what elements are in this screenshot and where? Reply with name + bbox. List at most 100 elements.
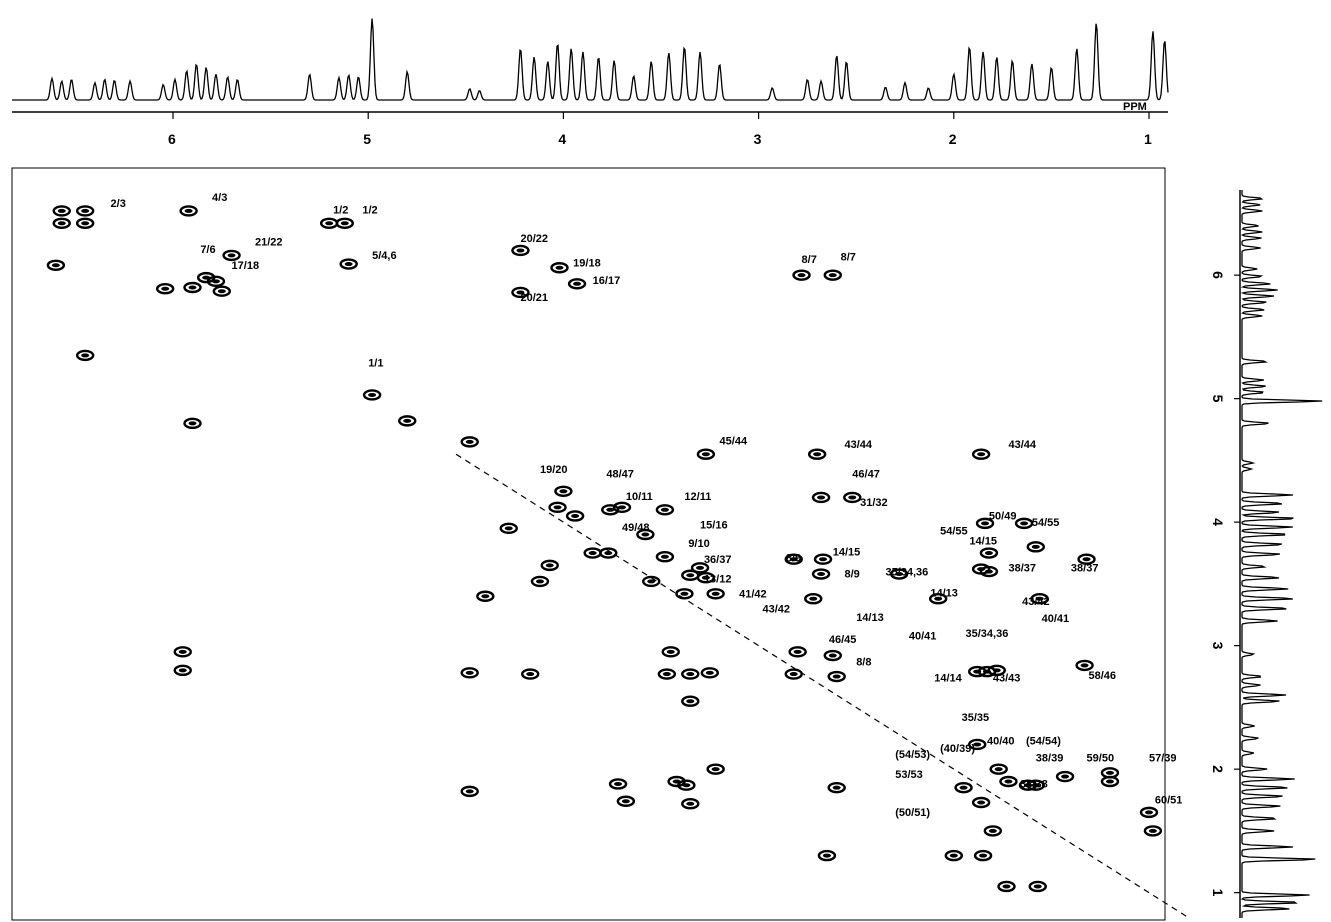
cross-peak <box>554 485 573 497</box>
peak-label: 21/22 <box>255 237 283 249</box>
cross-peak <box>75 217 95 229</box>
ppm-unit-label: PPM <box>1123 101 1147 113</box>
peak-label: 20/21 <box>520 292 548 304</box>
cross-peak <box>971 796 991 809</box>
cross-peak <box>989 763 1008 775</box>
cross-peak <box>690 562 710 574</box>
peak-label: (50/51) <box>895 807 930 819</box>
cross-peak <box>339 258 358 270</box>
cross-peak <box>827 781 846 794</box>
peak-label: 1/2 <box>333 204 348 216</box>
peak-label: 14/14 <box>934 672 962 684</box>
right-projection-trace <box>1240 190 1323 918</box>
cross-peak <box>612 501 632 514</box>
peak-label: 36/37 <box>704 554 732 566</box>
cross-peak <box>75 349 95 362</box>
cross-peak <box>46 259 66 271</box>
peak-label: 19/18 <box>573 258 601 270</box>
top-projection-trace <box>12 18 1169 101</box>
cross-peak <box>657 668 677 680</box>
cross-peak <box>954 781 973 794</box>
top-tick-label-6: 6 <box>168 131 176 147</box>
cross-peak <box>1143 825 1163 837</box>
cross-peak <box>476 590 495 602</box>
cross-peak <box>973 849 993 862</box>
cross-peak <box>565 510 585 522</box>
peak-label: 38/37 <box>1071 563 1099 575</box>
cross-peak <box>661 646 680 658</box>
cross-peak <box>183 417 202 430</box>
cross-peak <box>843 491 862 504</box>
cross-peak <box>599 547 618 559</box>
right-tick-label-4: 4 <box>1210 518 1226 526</box>
cross-peak <box>817 849 837 862</box>
cross-peak <box>460 436 479 448</box>
cross-peak <box>944 849 963 862</box>
cross-peak <box>179 205 198 217</box>
peak-label: 57/39 <box>1149 753 1177 765</box>
top-projection-spectrum: 6 5 4 3 2 1 PPM <box>12 18 1169 147</box>
cross-peak <box>681 798 700 810</box>
cross-peak <box>319 217 339 229</box>
right-tick-label-2: 2 <box>1210 765 1226 773</box>
peak-label: 4/3 <box>212 192 227 204</box>
cross-peak <box>530 575 550 588</box>
peak-label: 9/10 <box>688 538 709 550</box>
cross-peak <box>173 646 192 658</box>
cross-peak <box>811 568 831 580</box>
cross-peak <box>700 667 719 679</box>
cross-peak <box>681 668 700 680</box>
cross-peak <box>335 217 354 229</box>
top-axis-ticks: 6 5 4 3 2 1 <box>168 112 1152 147</box>
cross-peak <box>616 795 636 807</box>
peak-label: 10/11 <box>626 491 653 503</box>
cross-peak <box>788 646 807 658</box>
cross-peak <box>540 559 559 572</box>
cross-peak <box>608 778 628 790</box>
peak-label: 35/34,36 <box>966 628 1009 640</box>
cross-peak <box>811 491 831 504</box>
peak-label: 17/18 <box>232 260 260 272</box>
peak-label: 54/55 <box>940 526 968 538</box>
cross-peak <box>52 217 71 229</box>
peak-labels: 2/3 4/3 1/2 1/2 21/22 7/6 17/18 5/4,6 20/22 19/18… <box>111 192 1183 819</box>
plot-frame <box>11 167 1166 921</box>
cross-peak <box>1077 553 1096 565</box>
cross-peak <box>1139 806 1159 819</box>
cross-peak <box>681 695 700 707</box>
peak-label: 38/38 <box>1020 779 1048 791</box>
peak-label: 13/12 <box>704 574 732 586</box>
cross-peak <box>675 588 694 600</box>
top-tick-label-5: 5 <box>363 131 371 147</box>
peak-label: 8/9 <box>844 569 859 581</box>
peak-label: 40/41 <box>909 630 937 642</box>
peak-label: 59/50 <box>1087 753 1115 765</box>
cross-peak <box>1075 659 1094 672</box>
cross-peak <box>521 668 540 680</box>
peak-label: 8/8 <box>856 656 871 668</box>
cross-peak <box>807 448 827 460</box>
peak-label: 60/51 <box>1155 795 1183 807</box>
cross-peak <box>979 547 999 559</box>
peak-label: 43/44 <box>1008 439 1036 451</box>
peak-label: 14/15 <box>969 535 997 547</box>
cross-peak <box>792 269 811 281</box>
cross-peak <box>1030 593 1049 605</box>
top-tick-label-4: 4 <box>558 131 566 147</box>
peak-label: 43/43 <box>993 672 1021 684</box>
cross-peak <box>823 269 842 281</box>
cross-peak <box>706 588 725 600</box>
peak-label: 45/44 <box>720 435 748 447</box>
peak-label: 40/40 <box>987 735 1015 747</box>
peak-label: 46/47 <box>852 469 880 481</box>
cross-peak <box>642 575 661 588</box>
peak-label: 35/35 <box>962 712 990 724</box>
right-tick-label-5: 5 <box>1210 395 1226 403</box>
peak-label: 50/49 <box>989 511 1017 523</box>
cross-peak <box>813 553 833 565</box>
cross-peak <box>979 565 999 578</box>
cross-peak <box>173 664 192 677</box>
peak-label: 38/37 <box>1008 563 1036 575</box>
cosy-plot-area: 2/3 4/3 1/2 1/2 21/22 7/6 17/18 5/4,6 20/22 19/18… <box>11 167 1189 921</box>
